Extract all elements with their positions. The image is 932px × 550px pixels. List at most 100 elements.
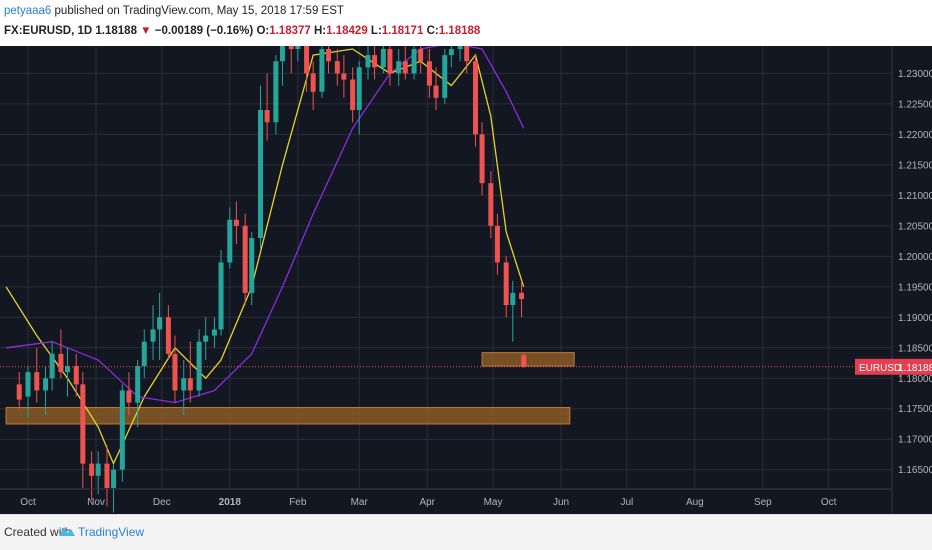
candle	[227, 207, 233, 269]
candle	[519, 280, 525, 318]
y-tick-label: 1.23000	[898, 69, 932, 80]
candle	[135, 359, 141, 428]
x-tick-label: Oct	[821, 497, 837, 508]
low-label: L:	[370, 25, 382, 37]
candle	[203, 317, 209, 360]
candle-body	[310, 73, 316, 92]
candle	[350, 67, 356, 123]
candle	[365, 46, 371, 80]
candle-body	[521, 355, 527, 367]
candle-body	[165, 317, 171, 354]
x-tick-label: Feb	[289, 497, 307, 508]
last-price: 1.18188	[95, 25, 137, 37]
x-tick-label: May	[484, 497, 503, 508]
candle	[479, 122, 485, 196]
candle	[249, 231, 255, 306]
candle-body	[356, 67, 362, 111]
candle-body	[181, 378, 187, 391]
y-tick-label: 1.17000	[898, 435, 932, 446]
candle-body	[472, 61, 478, 135]
time-axis[interactable]: Oct Nov Dec 2018 Feb Mar Apr May Jun Jul Aug Sep Oct	[0, 488, 892, 508]
candle-body	[426, 61, 432, 86]
y-tick-label: 1.21000	[898, 191, 932, 202]
candle	[25, 366, 31, 418]
candle	[104, 445, 110, 507]
candle	[126, 372, 132, 415]
x-tick-label: Aug	[686, 497, 704, 508]
down-arrow-icon: ▼	[140, 25, 152, 37]
candle-body	[16, 384, 22, 400]
candle-body	[402, 61, 408, 74]
candle-body	[249, 238, 255, 293]
candle	[457, 46, 463, 62]
footer: Created with TradingView	[0, 514, 932, 550]
candle	[356, 61, 362, 135]
candle	[242, 213, 248, 306]
candle-body	[25, 372, 31, 397]
candle	[319, 46, 325, 98]
candle-body	[95, 463, 101, 476]
candle	[218, 250, 224, 336]
candle	[111, 463, 117, 513]
candle-body	[341, 73, 347, 80]
ma-fast-line	[5, 48, 525, 466]
candle-body	[457, 46, 463, 50]
candle	[334, 49, 340, 86]
candle	[380, 46, 386, 74]
candle-body	[433, 85, 439, 98]
candle-body	[141, 341, 147, 367]
candle	[181, 359, 187, 415]
candle-body	[242, 225, 248, 293]
candle-body	[442, 55, 448, 98]
candle	[64, 347, 70, 397]
y-tick-label: 1.18500	[898, 343, 932, 354]
y-tick-label: 1.22500	[898, 99, 932, 110]
candle	[494, 213, 500, 275]
candle-body	[73, 366, 79, 385]
chart-header: petyaaa6 published on TradingView.com, M…	[0, 0, 932, 46]
candle-body	[503, 262, 509, 306]
candle-body	[196, 341, 202, 391]
x-tick-label: Dec	[153, 497, 171, 508]
y-tick-label: 1.19000	[898, 313, 932, 324]
candle	[472, 55, 478, 147]
candle-body	[150, 329, 156, 342]
y-tick-label: 1.22000	[898, 130, 932, 141]
created-with-text: Created with	[4, 525, 72, 539]
candle	[510, 280, 516, 342]
support-zones	[5, 352, 575, 425]
x-tick-label: Jul	[620, 497, 633, 508]
y-tick-label: 1.17500	[898, 404, 932, 415]
price-axis[interactable]: 1.23000 1.22500 1.22000 1.21500 1.21000 1.205…	[891, 46, 932, 513]
moving-averages	[5, 46, 525, 466]
x-tick-label: Jun	[553, 497, 569, 508]
y-tick-label: 1.20000	[898, 252, 932, 263]
candle-body	[227, 219, 233, 263]
candles	[16, 46, 527, 513]
candlestick-chart[interactable]: 1.23000 1.22500 1.22000 1.21500 1.21000 1.205…	[0, 46, 932, 514]
price-tag-value: 1.18188	[898, 363, 932, 374]
open-label: O:	[256, 25, 270, 37]
candle	[34, 347, 40, 403]
chart-area[interactable]: 1.23000 1.22500 1.22000 1.21500 1.21000 1.205…	[0, 46, 932, 514]
support-zone	[5, 407, 571, 425]
candle	[233, 201, 239, 245]
tradingview-brand-link[interactable]: TradingView	[78, 525, 145, 539]
close-value: 1.18188	[438, 25, 481, 37]
candle-body	[387, 49, 393, 74]
candle	[326, 46, 332, 74]
candle-body	[187, 378, 193, 391]
candle-body	[334, 61, 340, 74]
candle-body	[365, 55, 371, 68]
support-zone	[481, 352, 575, 367]
author-link[interactable]: petyaaa6	[4, 5, 52, 17]
candle	[488, 170, 494, 239]
candle	[196, 329, 202, 397]
tradingview-logo-icon[interactable]	[58, 523, 76, 539]
candle	[304, 46, 310, 92]
candle-body	[80, 384, 86, 464]
candle-body	[218, 262, 224, 330]
candle	[310, 61, 316, 111]
candle	[279, 46, 285, 86]
candle	[387, 46, 393, 86]
